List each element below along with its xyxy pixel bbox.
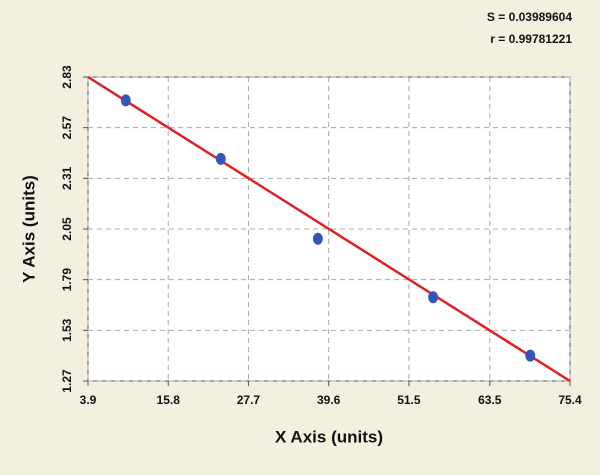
y-tick-label: 1.27 — [60, 369, 74, 393]
point — [525, 349, 536, 362]
x-tick-label: 27.7 — [237, 393, 261, 407]
y-tick-label: 1.53 — [60, 318, 74, 342]
y-tick-label: 2.05 — [60, 217, 74, 241]
x-tick-label: 39.6 — [317, 393, 341, 407]
y-tick-label: 2.57 — [60, 116, 74, 140]
point — [215, 152, 226, 165]
x-axis-label: X Axis (units) — [275, 427, 383, 446]
fit-line — [87, 75, 571, 383]
y-tick-label: 1.79 — [60, 268, 74, 292]
annotation: r = 0.99781221 — [490, 32, 572, 46]
x-tick-label: 63.5 — [478, 393, 502, 407]
point — [120, 94, 131, 107]
x-tick-label: 51.5 — [397, 393, 421, 407]
annotation: S = 0.03989604 — [487, 10, 572, 24]
x-tick-label: 15.8 — [157, 393, 181, 407]
y-axis-label: Y Axis (units) — [19, 175, 38, 283]
y-tick-label: 2.31 — [60, 166, 74, 190]
y-tick-label: 2.83 — [60, 65, 74, 89]
x-tick-label: 75.4 — [558, 393, 582, 407]
point — [312, 232, 323, 245]
point — [428, 291, 439, 304]
x-tick-label: 3.9 — [80, 393, 97, 407]
